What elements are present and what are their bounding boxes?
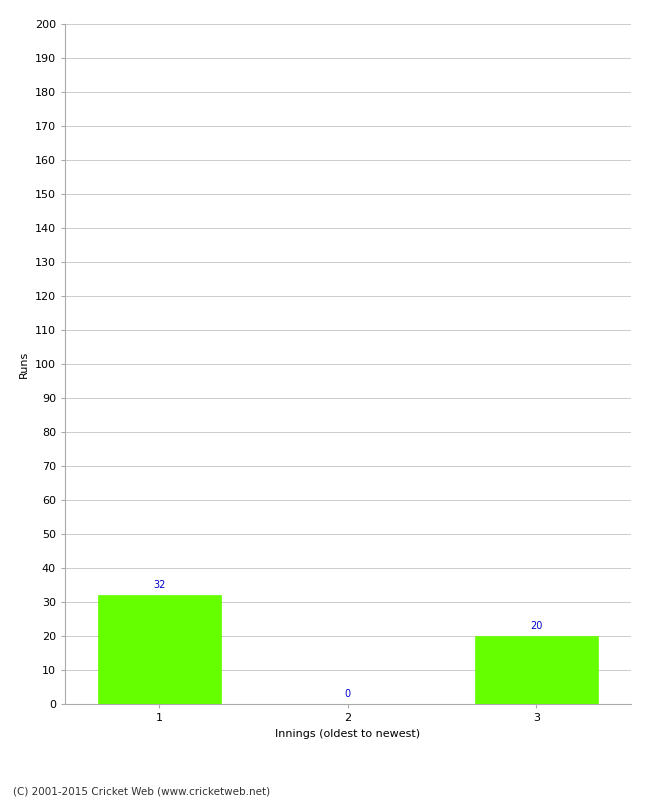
Text: 20: 20 (530, 621, 543, 631)
Y-axis label: Runs: Runs (20, 350, 29, 378)
Bar (475, 636, 597, 704)
Text: 0: 0 (344, 689, 351, 699)
Bar (98, 595, 220, 704)
Text: (C) 2001-2015 Cricket Web (www.cricketweb.net): (C) 2001-2015 Cricket Web (www.cricketwe… (13, 786, 270, 796)
Text: 32: 32 (153, 580, 166, 590)
X-axis label: Innings (oldest to newest): Innings (oldest to newest) (275, 729, 421, 738)
